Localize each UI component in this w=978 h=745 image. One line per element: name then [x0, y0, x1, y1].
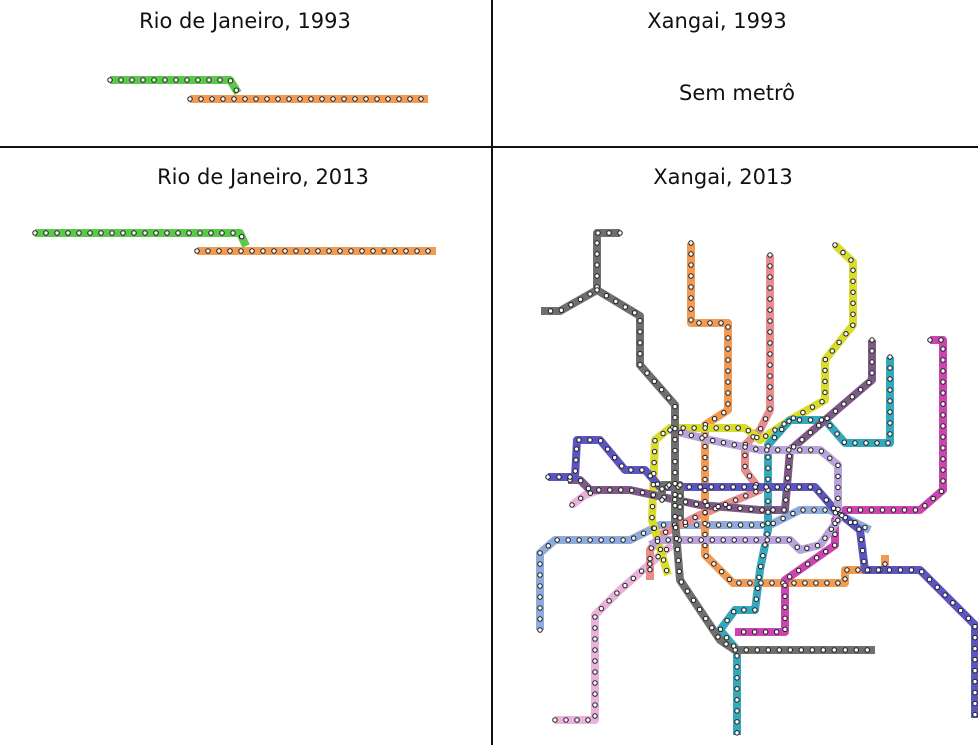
panel-title: Xangai, 1993	[647, 9, 786, 33]
panel-title: Xangai, 2013	[653, 165, 792, 189]
panel-title: Rio de Janeiro, 2013	[157, 165, 369, 189]
metro-line	[536, 506, 872, 630]
metro-line	[555, 541, 675, 724]
station-dots	[553, 543, 674, 722]
station-dots	[108, 78, 240, 95]
station-dots	[546, 438, 977, 720]
station-dots	[552, 542, 675, 723]
station-dots	[717, 355, 892, 737]
station-dots	[566, 338, 874, 512]
metro-maps	[32, 76, 978, 738]
station-dots	[648, 428, 840, 552]
station-dots	[32, 230, 249, 249]
station-dots	[659, 482, 683, 523]
station-dots	[648, 253, 772, 582]
station-dots	[595, 288, 877, 652]
panel-note: Sem metrô	[679, 81, 795, 105]
panel-title: Rio de Janeiro, 1993	[139, 9, 351, 33]
station-dots	[689, 241, 887, 585]
station-dots	[650, 243, 855, 577]
